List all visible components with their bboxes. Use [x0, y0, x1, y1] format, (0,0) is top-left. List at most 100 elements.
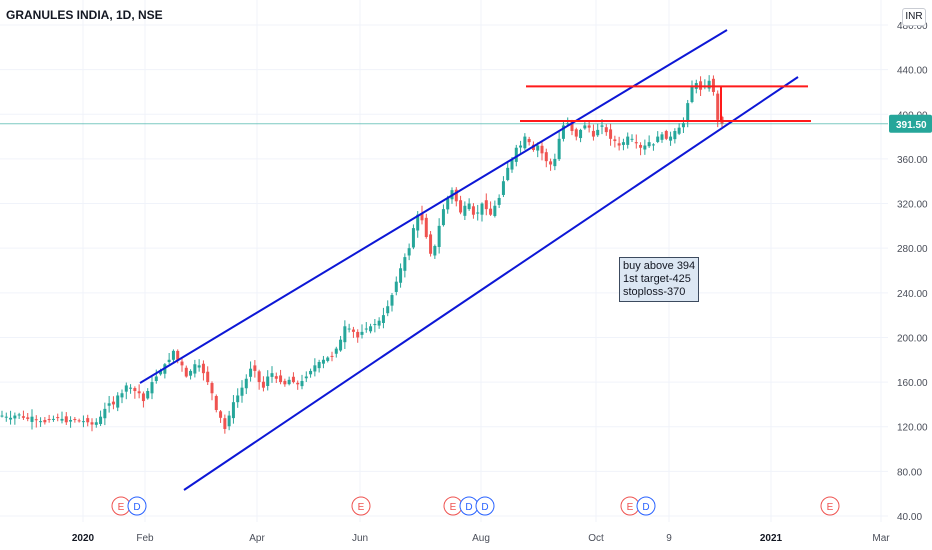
- y-tick-label: 320.00: [897, 200, 928, 211]
- candle: [9, 410, 13, 425]
- candle: [180, 358, 184, 372]
- candle: [73, 416, 77, 423]
- candle: [471, 203, 475, 219]
- earnings-badge[interactable]: E: [351, 496, 371, 516]
- candle: [441, 204, 445, 227]
- candle: [244, 374, 248, 395]
- candle: [313, 358, 317, 377]
- candle: [540, 141, 544, 161]
- candle: [339, 335, 343, 352]
- candle: [617, 136, 621, 151]
- candle: [287, 376, 291, 386]
- upper-channel-line[interactable]: [139, 29, 728, 384]
- candle: [707, 75, 711, 92]
- candle: [81, 415, 85, 428]
- x-tick-label: Oct: [588, 533, 604, 544]
- chart-title: GRANULES INDIA, 1D, NSE: [6, 8, 163, 22]
- candle: [364, 322, 368, 333]
- candle: [703, 79, 707, 90]
- candle: [544, 148, 548, 168]
- candle: [77, 418, 81, 423]
- note-buy: buy above 394: [623, 260, 696, 272]
- svg-text:D: D: [465, 502, 472, 513]
- dividend-badge[interactable]: D: [475, 496, 495, 516]
- svg-text:D: D: [642, 502, 649, 513]
- candle: [557, 131, 561, 162]
- candle: [300, 374, 304, 390]
- candle: [651, 143, 655, 151]
- candle: [274, 372, 278, 383]
- candle: [609, 123, 613, 146]
- candle: [574, 127, 578, 141]
- last-price-tag: 391.50: [889, 114, 932, 133]
- candle: [124, 382, 128, 400]
- candle: [681, 117, 685, 133]
- candle: [261, 376, 265, 392]
- candle: [279, 369, 283, 385]
- candle: [219, 409, 223, 423]
- earnings-badge[interactable]: E: [443, 496, 463, 516]
- x-tick-label: Mar: [872, 533, 890, 544]
- dividend-badge[interactable]: D: [127, 496, 147, 516]
- candle: [330, 351, 334, 362]
- earnings-badge[interactable]: E: [820, 496, 840, 516]
- candle: [630, 134, 634, 143]
- candle: [184, 365, 188, 378]
- candle: [347, 323, 351, 333]
- candle: [223, 414, 227, 434]
- candle: [163, 362, 167, 379]
- earnings-badge[interactable]: E: [620, 496, 640, 516]
- candle: [214, 394, 218, 413]
- svg-text:E: E: [450, 502, 457, 513]
- candle: [604, 124, 608, 136]
- candle: [111, 396, 115, 410]
- candle: [13, 412, 17, 425]
- candle: [60, 411, 64, 424]
- candle: [373, 319, 377, 333]
- candle: [26, 413, 30, 422]
- candle: [291, 372, 295, 384]
- candle: [39, 417, 43, 427]
- candle: [613, 135, 617, 148]
- earnings-badge[interactable]: E: [111, 496, 131, 516]
- candle: [356, 329, 360, 343]
- candle: [154, 369, 158, 384]
- candle: [129, 384, 133, 394]
- candle: [167, 353, 171, 365]
- candle: [201, 360, 205, 381]
- candle: [21, 410, 25, 420]
- grid: [0, 0, 888, 522]
- candle: [206, 366, 210, 386]
- svg-text:391.50: 391.50: [896, 120, 927, 131]
- candle: [459, 195, 463, 215]
- y-tick-label: 480.00: [897, 21, 928, 32]
- candle: [317, 359, 321, 373]
- candle: [411, 224, 415, 250]
- lower-channel-line[interactable]: [183, 76, 799, 491]
- candle: [591, 124, 595, 141]
- candle: [231, 395, 235, 424]
- candle: [519, 140, 523, 155]
- currency-badge[interactable]: INR: [902, 8, 926, 26]
- candle: [424, 213, 428, 239]
- candle: [146, 388, 150, 400]
- candle: [407, 243, 411, 261]
- candle: [437, 218, 441, 254]
- trade-note[interactable]: buy above 394 1st target-425 stoploss-37…: [619, 257, 699, 302]
- candle: [403, 253, 407, 278]
- y-tick-label: 160.00: [897, 378, 928, 389]
- candle: [197, 359, 201, 372]
- candle: [549, 158, 553, 171]
- candle: [171, 349, 175, 363]
- candle: [64, 412, 68, 425]
- candle: [484, 193, 488, 216]
- svg-text:E: E: [827, 502, 834, 513]
- candle: [626, 132, 630, 149]
- candle: [399, 263, 403, 288]
- dividend-badge[interactable]: D: [636, 496, 656, 516]
- candle: [304, 371, 308, 383]
- candle: [489, 201, 493, 216]
- candle: [561, 121, 565, 142]
- dividend-badge[interactable]: D: [459, 496, 479, 516]
